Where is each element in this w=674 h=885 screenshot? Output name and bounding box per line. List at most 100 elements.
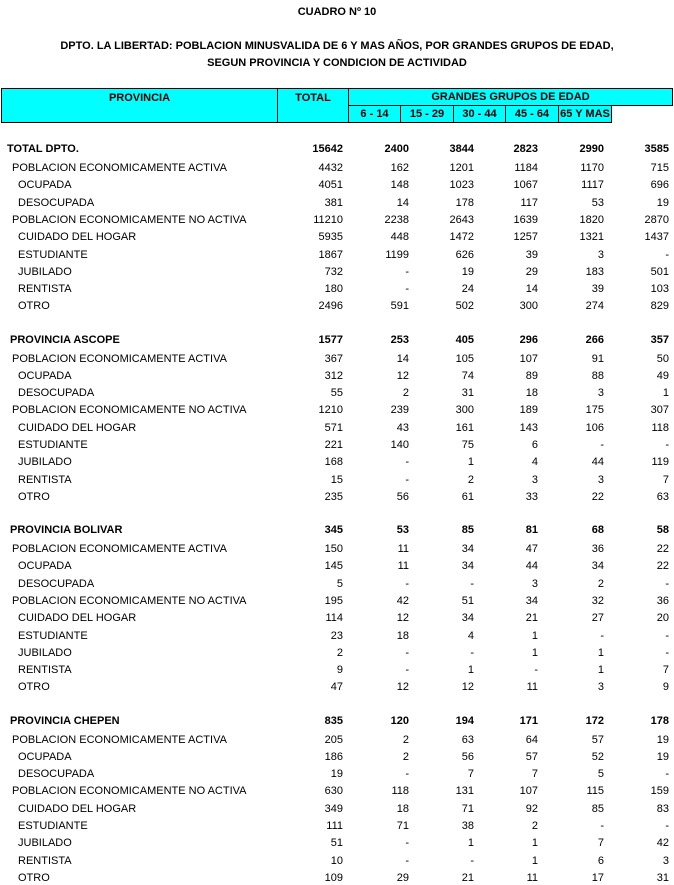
table-row-label: CUIDADO DEL HOGAR [18,802,137,815]
table-row-value: 91 [591,352,604,365]
table-row-label: JUBILADO [18,265,72,278]
table-row-value: 4051 [318,179,343,192]
table-row-label: POBLACION ECONOMICAMENTE NO ACTIVA [12,785,247,798]
table-row-value: 1 [662,387,669,400]
table-row-value: 161 [455,421,474,434]
table-row-value: 448 [390,231,409,244]
table-row-value: - [665,439,669,451]
table-row-value: 1 [597,664,604,677]
table-row-value: 118 [651,421,669,434]
table-row-value: 7 [662,664,669,677]
table-row-value: 22 [656,543,669,555]
table-row-value: 1437 [644,231,669,244]
table-row-label: OTRO [18,681,50,694]
table-row-value: 22 [656,560,669,573]
section-row-value: 53 [396,524,409,536]
table-row-value: 5 [336,577,343,590]
table-row-value: 27 [591,612,604,625]
table-row-value: 15 [330,473,343,486]
table-row-value: 47 [525,543,538,555]
table-row-value: 1 [531,646,538,659]
table-row-value: 88 [591,369,604,382]
table-row-value: 501 [650,265,669,278]
table-row-value: 221 [324,439,343,451]
table-row-value: 44 [591,456,604,469]
header-age-groups: GRANDES GRUPOS DE EDAD [348,88,673,106]
table-row-value: 11 [526,871,538,884]
table-row-value: 64 [525,733,538,746]
table-row-value: 19 [656,733,669,746]
table-row-value: - [665,577,669,590]
table-row-value: 63 [461,733,474,746]
table-row-value: - [665,768,669,781]
table-row-value: 11 [397,560,409,573]
table-row-label: POBLACION ECONOMICAMENTE ACTIVA [12,733,227,746]
header-age-2: 30 - 44 [453,105,506,123]
table-row-value: 12 [461,681,474,694]
table-row-value: 1321 [579,231,604,244]
table-row-value: 17 [591,871,604,884]
table-row-value: 2 [402,387,409,400]
table-row-value: 696 [650,179,669,192]
table-row-value: 1 [531,629,538,642]
table-row-value: 502 [455,300,474,313]
table-row-value: 34 [461,560,474,573]
section-row-value: 835 [324,714,343,727]
table-row-value: 630 [324,785,343,798]
table-row-value: 162 [390,162,409,174]
table-row-value: 106 [585,421,604,434]
table-row-value: 3 [597,473,604,486]
table-row-value: 14 [396,196,409,209]
table-row-label: POBLACION ECONOMICAMENTE NO ACTIVA [12,404,247,417]
table-row-value: 61 [461,490,474,503]
table-row-value: 12 [396,612,409,625]
table-row-value: - [405,456,409,469]
section-row-value: 85 [461,524,474,536]
table-row-label: DESOCUPADA [18,196,95,209]
table-row-value: 1199 [385,248,409,261]
table-row-value: 143 [519,421,538,434]
table-row-value: 21 [525,612,538,625]
table-row-value: 22 [591,490,604,503]
table-row-value: 43 [396,421,409,434]
table-row-value: 381 [324,196,343,209]
table-row-value: 1 [597,646,604,659]
section-row-value: 2400 [384,143,409,155]
table-row-value: 14 [396,352,409,365]
section-row-label: TOTAL DPTO. [7,143,79,155]
table-row-value: 18 [525,387,538,400]
table-row-value: 1170 [580,162,604,174]
table-row-value: 85 [591,802,604,815]
table-row-value: 1820 [579,213,604,226]
table-row-value: - [600,820,604,832]
table-row-value: 7 [467,768,474,781]
table-row-value: - [405,646,409,659]
table-row-value: 111 [326,820,343,832]
table-row-value: 145 [324,560,343,573]
section-row-label: PROVINCIA ASCOPE [10,333,120,346]
table-row-value: 47 [330,681,343,694]
section-row-value: 345 [324,524,343,536]
table-row-value: - [470,854,474,867]
table-row-value: - [665,248,669,261]
table-row-value: 36 [656,594,669,607]
table-row-value: 2643 [449,213,474,226]
table-row-value: 38 [461,820,474,832]
section-row-label: PROVINCIA BOLIVAR [10,524,123,536]
section-row-value: 296 [519,333,538,346]
table-row-label: POBLACION ECONOMICAMENTE ACTIVA [12,543,227,555]
table-row-value: 1 [467,456,474,469]
table-row-value: - [405,664,409,677]
table-row-value: 39 [525,248,538,261]
table-row-value: 571 [324,421,343,434]
table-row-value: 36 [591,543,604,555]
table-row-value: 715 [650,162,669,174]
section-row-value: 81 [525,524,538,536]
table-row-value: 118 [391,785,409,798]
table-row-value: 1067 [513,179,538,192]
table-row-value: 2 [531,820,538,832]
table-row-value: 1201 [449,162,474,174]
section-row-value: 1577 [318,333,343,346]
header-age-3: 45 - 64 [505,105,559,123]
table-row-value: 6 [597,854,604,867]
